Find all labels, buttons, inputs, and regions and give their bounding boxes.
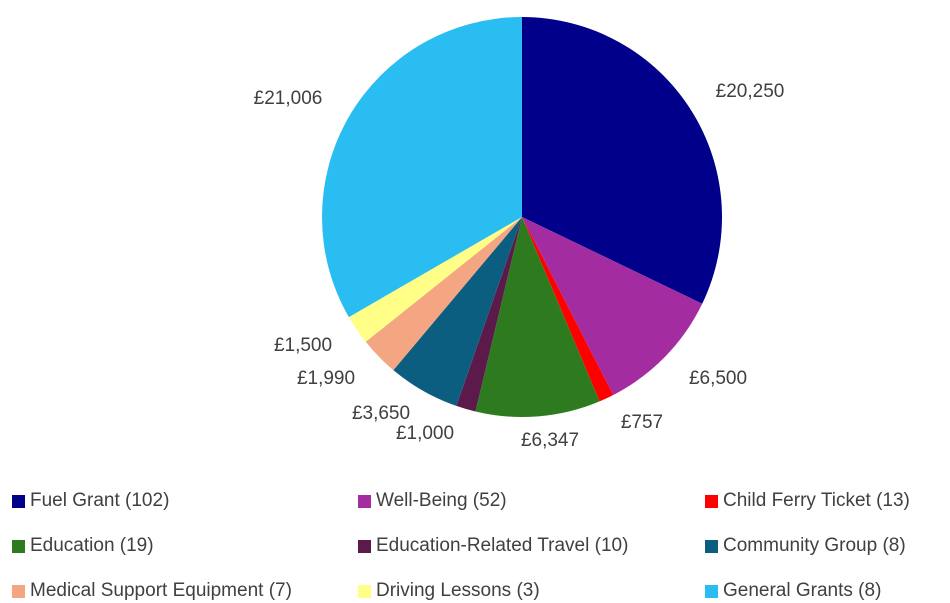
pie-slice-8 <box>348 217 522 342</box>
data-label-1: £20,250 <box>716 81 785 102</box>
pie-slice-7 <box>365 217 522 371</box>
pie-slice-1 <box>522 17 722 304</box>
pie-slice-3 <box>522 217 614 402</box>
pie-slice-6 <box>393 217 522 406</box>
data-label-8: £1,500 <box>274 335 332 356</box>
pie-data-labels: £20,250 £6,500 £757 £6,347 £1,000£3,650 £1,99… <box>254 81 785 451</box>
data-label-2: £6,500 <box>689 368 747 389</box>
data-label-7: £1,990 <box>297 368 355 389</box>
data-label-9: £21,006 <box>254 88 323 109</box>
pie-slice-9 <box>322 17 522 318</box>
pie-slice-5 <box>456 217 522 412</box>
data-label-5: £1,000 <box>396 423 454 444</box>
data-label-4: £6,347 <box>521 430 579 451</box>
pie-slices <box>322 17 722 417</box>
pie-slice-4 <box>475 217 600 417</box>
pie-slice-2 <box>522 217 703 395</box>
data-label-6: £3,650 <box>352 403 410 424</box>
data-label-3: £757 <box>621 412 663 433</box>
